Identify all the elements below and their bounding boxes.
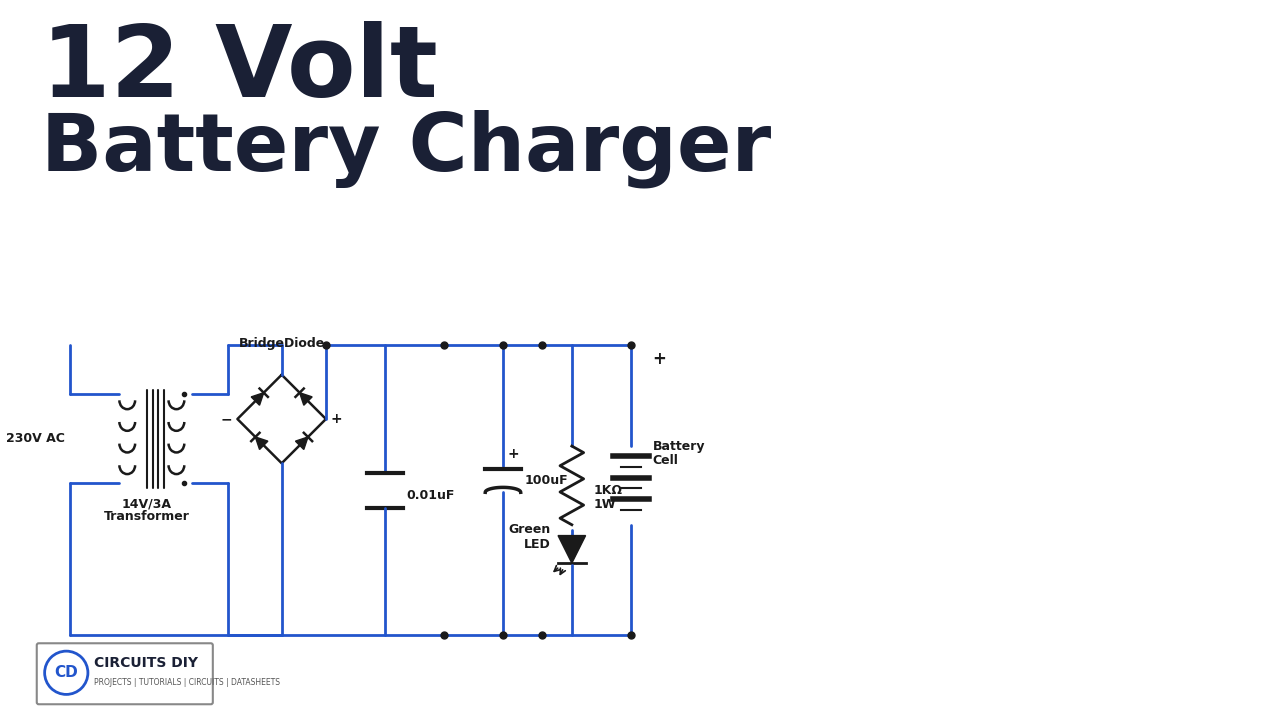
Text: Transformer: Transformer [104, 510, 189, 523]
Text: Battery Charger: Battery Charger [41, 109, 771, 188]
Text: −: − [221, 412, 233, 426]
Text: PROJECTS | TUTORIALS | CIRCUITS | DATASHEETS: PROJECTS | TUTORIALS | CIRCUITS | DATASH… [93, 678, 280, 687]
Text: +: + [330, 412, 343, 426]
Text: 230V AC: 230V AC [6, 432, 65, 445]
Polygon shape [296, 437, 308, 449]
Text: Cell: Cell [653, 454, 678, 467]
Polygon shape [558, 536, 585, 563]
Text: CIRCUITS DIY: CIRCUITS DIY [93, 656, 198, 670]
Polygon shape [300, 392, 312, 405]
Text: 100uF: 100uF [525, 474, 568, 487]
FancyBboxPatch shape [37, 643, 212, 704]
Text: +: + [653, 350, 667, 368]
Text: 1KΩ: 1KΩ [594, 484, 622, 497]
Text: LED: LED [524, 538, 550, 551]
Text: +: + [508, 447, 520, 461]
Text: Green: Green [508, 523, 550, 536]
Text: 14V/3A: 14V/3A [122, 498, 172, 510]
Text: BridgeDiode: BridgeDiode [238, 337, 325, 350]
Text: 0.01uF: 0.01uF [407, 489, 454, 502]
Polygon shape [251, 392, 264, 405]
Polygon shape [256, 437, 268, 449]
Text: Battery: Battery [653, 440, 705, 453]
Text: 12 Volt: 12 Volt [41, 21, 438, 117]
Text: CD: CD [54, 665, 78, 680]
Text: 1W: 1W [594, 498, 616, 510]
